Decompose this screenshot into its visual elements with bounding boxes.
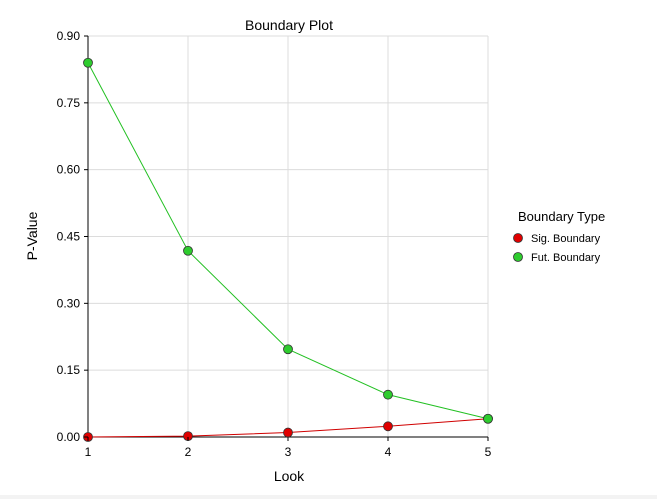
y-tick-label: 0.30 [57,296,81,310]
x-tick-label: 1 [85,445,92,459]
sig-boundary-point [383,421,393,432]
y-tick-label: 0.75 [57,96,81,110]
legend-marker-fut-boundary [513,252,523,262]
y-tick-label: 0.15 [57,363,81,377]
fut-boundary-point [283,344,293,355]
fut-boundary-point [83,57,93,68]
x-tick-label: 5 [485,445,492,459]
x-tick-label: 4 [385,445,392,459]
legend-label-fut-boundary: Fut. Boundary [531,252,601,264]
y-axis-label: P-Value [24,211,40,260]
fut-boundary-point [383,389,393,400]
fut-boundary-point [183,245,193,256]
sig-boundary-point [283,427,293,438]
y-tick-label: 0.60 [57,163,81,177]
chart-title: Boundary Plot [245,17,333,33]
legend-items: Sig. Boundary Fut. Boundary [513,233,601,264]
legend-title: Boundary Type [518,209,605,224]
y-tick-label: 0.90 [57,29,81,43]
y-tick-label: 0.45 [57,230,81,244]
x-tick-label: 3 [285,445,292,459]
legend-label-sig-boundary: Sig. Boundary [531,233,601,245]
y-tick-label: 0.00 [57,430,81,444]
series-layer [83,57,493,442]
x-axis-label: Look [274,468,305,484]
fut-boundary-point [483,413,493,424]
ticks-layer: 0.00 0.15 0.30 0.45 0.60 0.75 0.90 1 2 3 4 5 [57,29,492,459]
grid-layer [87,35,489,438]
legend: Boundary Type Sig. Boundary Fut. Boundary [513,209,605,264]
legend-marker-sig-boundary [513,233,523,243]
x-tick-label: 2 [185,445,192,459]
